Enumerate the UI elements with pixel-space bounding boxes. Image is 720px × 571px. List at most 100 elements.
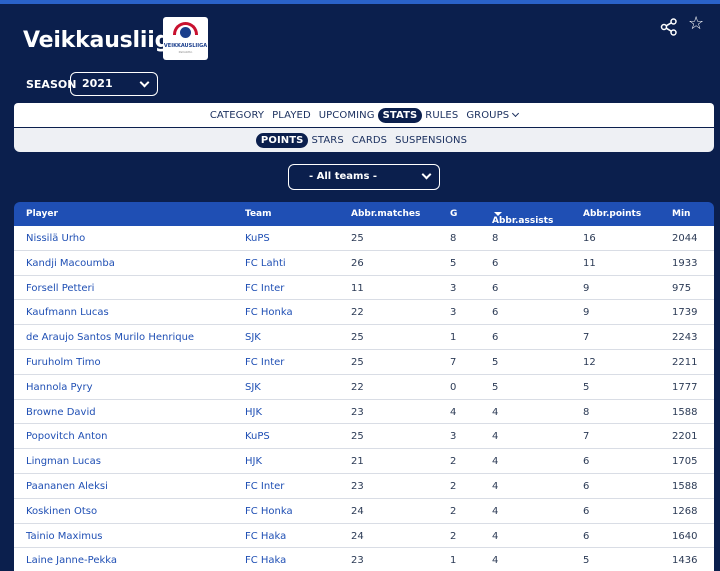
player-link[interactable]: Kandji Macoumba — [26, 257, 115, 269]
team-link[interactable]: FC Inter — [245, 356, 285, 368]
tab-upcoming[interactable]: UPCOMING — [318, 109, 375, 121]
tab-rules[interactable]: RULES — [425, 109, 459, 121]
team-link[interactable]: FC Inter — [245, 480, 285, 492]
team-link[interactable]: SJK — [245, 332, 261, 344]
team-link[interactable]: FC Honka — [245, 307, 293, 319]
secondary-nav: POINTS STARS CARDS SUSPENSIONS — [14, 128, 714, 152]
table-row: Forsell Petteri FC Inter 11 3 6 9 975 — [14, 275, 714, 301]
cell-matches: 26 — [351, 257, 364, 269]
tab-points[interactable]: POINTS — [255, 132, 309, 148]
cell-minutes: 975 — [672, 282, 692, 294]
star-icon[interactable]: ☆ — [688, 13, 705, 34]
cell-points: 12 — [583, 356, 596, 368]
team-link[interactable]: HJK — [245, 406, 263, 418]
table-body: Nissilä Urho KuPS 25 8 8 16 2044 Kandji Macoumb… — [14, 226, 714, 571]
team-link[interactable]: FC Lahti — [245, 257, 286, 269]
cell-matches: 23 — [351, 555, 364, 567]
table-row: Paananen Aleksi FC Inter 23 2 4 6 1588 — [14, 473, 714, 499]
player-link[interactable]: Furuholm Timo — [26, 356, 101, 368]
header-team[interactable]: Team — [245, 209, 272, 219]
player-link[interactable]: Lingman Lucas — [26, 456, 101, 468]
cell-assists: 5 — [492, 356, 499, 368]
cell-matches: 21 — [351, 456, 364, 468]
cell-matches: 25 — [351, 233, 364, 244]
header-minutes[interactable]: Min — [672, 209, 691, 219]
team-link[interactable]: HJK — [245, 456, 263, 468]
cell-points: 9 — [583, 307, 590, 319]
cell-points: 6 — [583, 530, 590, 542]
player-link[interactable]: Koskinen Otso — [26, 505, 98, 517]
team-link[interactable]: KuPS — [245, 233, 270, 244]
cell-matches: 23 — [351, 406, 364, 418]
cell-assists: 4 — [492, 530, 499, 542]
cell-goals: 2 — [450, 505, 457, 517]
cell-points: 9 — [583, 282, 590, 294]
table-row: Nissilä Urho KuPS 25 8 8 16 2044 — [14, 226, 714, 251]
team-link[interactable]: FC Inter — [245, 282, 285, 294]
cell-minutes: 1588 — [672, 406, 698, 418]
season-select[interactable]: 2021 — [70, 72, 158, 96]
cell-goals: 1 — [450, 332, 457, 344]
team-link[interactable]: KuPS — [245, 431, 270, 443]
player-link[interactable]: Hannola Pyry — [26, 381, 93, 393]
cell-goals: 7 — [450, 356, 457, 368]
player-link[interactable]: Kaufmann Lucas — [26, 307, 109, 319]
cell-minutes: 1640 — [672, 530, 698, 542]
cell-minutes: 2211 — [672, 356, 698, 368]
team-link[interactable]: FC Honka — [245, 505, 293, 517]
chevron-down-icon — [512, 109, 520, 117]
table-row: Kaufmann Lucas FC Honka 22 3 6 9 1739 — [14, 300, 714, 326]
chevron-down-icon — [421, 169, 432, 180]
cell-points: 16 — [583, 233, 596, 244]
tab-stars[interactable]: STARS — [311, 134, 344, 146]
table-row: de Araujo Santos Murilo Henrique SJK 25 1 6 7… — [14, 325, 714, 350]
tab-played[interactable]: PLAYED — [272, 109, 311, 121]
top-accent-bar — [0, 0, 720, 4]
team-filter-value: - All teams - — [309, 171, 378, 182]
cell-points: 8 — [583, 406, 590, 418]
tab-groups[interactable]: GROUPS — [461, 108, 523, 123]
cell-goals: 0 — [450, 381, 457, 393]
player-link[interactable]: Laine Janne-Pekka — [26, 555, 118, 567]
season-label: SEASON — [26, 78, 77, 91]
cell-points: 5 — [583, 555, 590, 567]
logo-ball — [180, 27, 191, 38]
team-link[interactable]: FC Haka — [245, 555, 287, 567]
league-logo: VEIKKAUSLIIGA Palloliitto — [163, 17, 208, 60]
cell-assists: 6 — [492, 282, 499, 294]
tab-stats[interactable]: STATS — [377, 107, 423, 123]
header-assists[interactable]: Abbr.assists — [492, 209, 553, 226]
cell-minutes: 2044 — [672, 233, 698, 244]
player-link[interactable]: Browne David — [26, 406, 96, 418]
cell-matches: 25 — [351, 356, 364, 368]
cell-goals: 2 — [450, 530, 457, 542]
team-filter-select[interactable]: - All teams - — [288, 164, 440, 190]
cell-assists: 5 — [492, 381, 499, 393]
player-link[interactable]: Nissilä Urho — [26, 233, 86, 244]
team-link[interactable]: FC Haka — [245, 530, 287, 542]
table-header: Player Team Abbr.matches G Abbr.assists … — [14, 202, 714, 226]
cell-goals: 2 — [450, 480, 457, 492]
logo-wordmark: VEIKKAUSLIIGA — [163, 43, 208, 49]
header-points[interactable]: Abbr.points — [583, 209, 642, 219]
player-link[interactable]: de Araujo Santos Murilo Henrique — [26, 332, 195, 344]
player-link[interactable]: Popovitch Anton — [26, 431, 108, 443]
table-row: Kandji Macoumba FC Lahti 26 5 6 11 1933 — [14, 250, 714, 276]
header-matches[interactable]: Abbr.matches — [351, 209, 421, 219]
team-link[interactable]: SJK — [245, 381, 261, 393]
cell-assists: 4 — [492, 555, 499, 567]
sort-desc-icon — [494, 212, 502, 216]
tab-cards[interactable]: CARDS — [351, 134, 388, 146]
player-link[interactable]: Tainio Maximus — [26, 530, 103, 542]
cell-assists: 8 — [492, 233, 499, 244]
cell-assists: 4 — [492, 505, 499, 517]
player-link[interactable]: Forsell Petteri — [26, 282, 95, 294]
header-goals[interactable]: G — [450, 209, 458, 219]
player-link[interactable]: Paananen Aleksi — [26, 480, 108, 492]
cell-goals: 3 — [450, 431, 457, 443]
header-player[interactable]: Player — [26, 209, 58, 219]
table-row: Hannola Pyry SJK 22 0 5 5 1777 — [14, 374, 714, 400]
tab-suspensions[interactable]: SUSPENSIONS — [395, 134, 468, 146]
tab-category[interactable]: CATEGORY — [209, 109, 265, 121]
share-icon[interactable] — [660, 18, 678, 36]
